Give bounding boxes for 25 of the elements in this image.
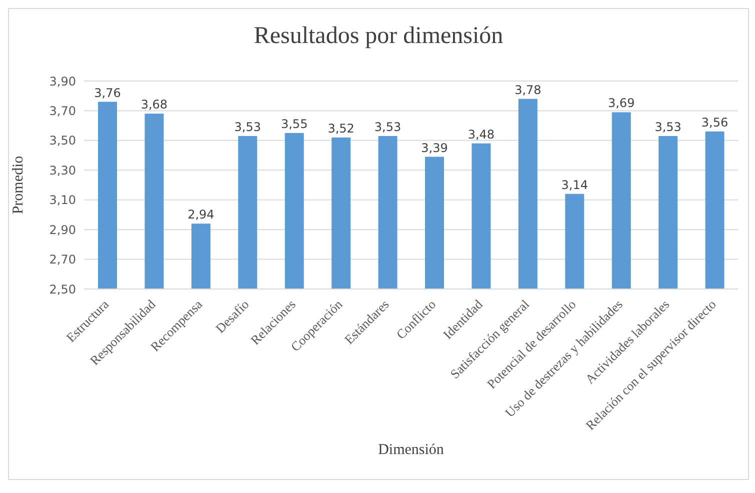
y-tick-label: 3,90 xyxy=(49,74,76,88)
y-tick-label: 3,50 xyxy=(49,134,76,148)
y-tick-label: 3,30 xyxy=(49,163,76,178)
data-label: 3,39 xyxy=(421,140,448,155)
y-tick-label: 3,10 xyxy=(49,193,76,208)
data-label: 3,53 xyxy=(654,120,682,134)
data-label: 3,76 xyxy=(94,86,121,100)
x-axis-title: Dimensión xyxy=(378,442,444,458)
y-tick-label: 3,70 xyxy=(49,104,76,118)
data-label: 3,53 xyxy=(234,120,261,134)
data-label: 3,78 xyxy=(514,82,542,97)
y-tick-label: 2,70 xyxy=(49,252,76,267)
data-label: 3,52 xyxy=(328,121,354,136)
y-tick-label: 2,90 xyxy=(49,222,76,237)
data-label: 3,14 xyxy=(561,178,588,192)
data-label: 3,56 xyxy=(701,116,728,130)
data-label: 3,68 xyxy=(140,98,168,112)
data-label: 3,69 xyxy=(608,96,635,110)
data-label: 3,53 xyxy=(374,120,402,134)
data-label: 2,94 xyxy=(188,208,214,222)
y-tick-label: 2,50 xyxy=(49,282,76,296)
data-label: 3,48 xyxy=(468,127,495,142)
data-label: 3,55 xyxy=(281,117,308,131)
chart-title: Resultados por dimensión xyxy=(252,23,504,50)
y-axis-title: Promedio xyxy=(10,156,26,214)
